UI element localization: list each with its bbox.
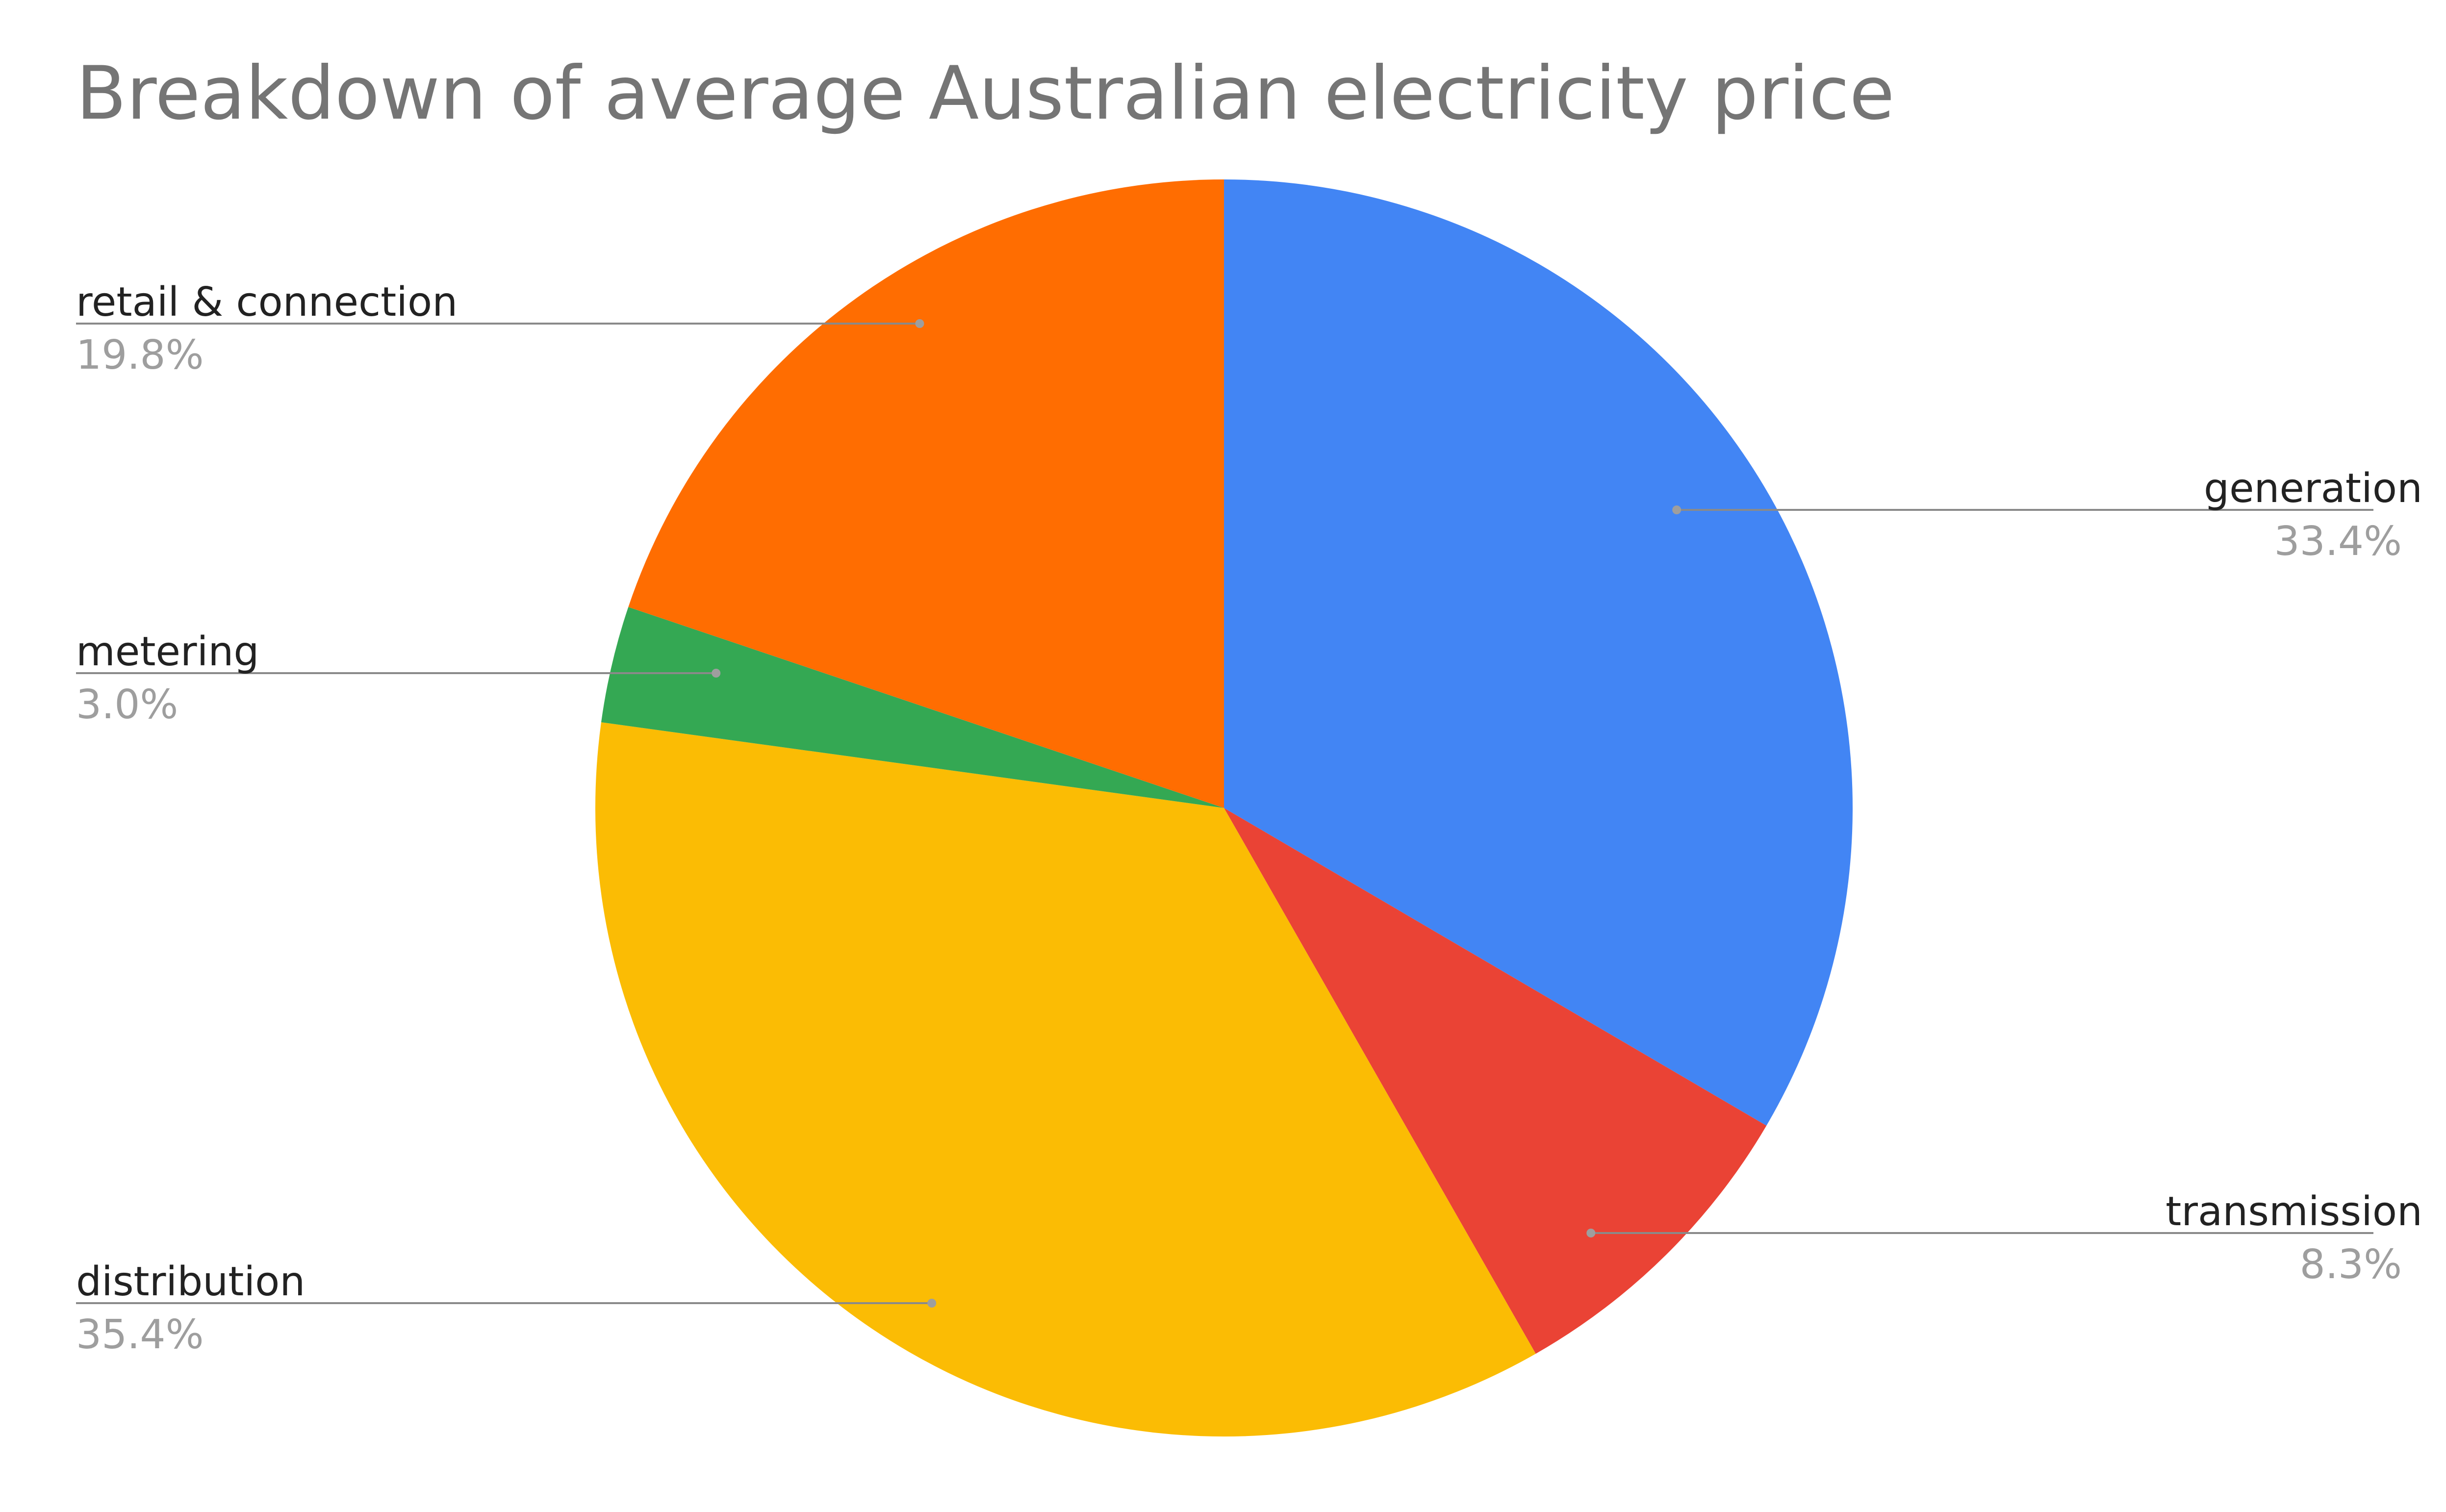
slice-label-metering: metering: [76, 629, 259, 675]
slice-value-metering: 3.0%: [76, 681, 178, 728]
slice-label-distribution: distribution: [76, 1259, 305, 1305]
slice-value-transmission: 8.3%: [2300, 1241, 2402, 1288]
leader-dot-distribution: [927, 1299, 937, 1308]
slice-labels: generation 33.4% transmission 8.3% distribut…: [76, 279, 2422, 1358]
pie-slice-generation[interactable]: [1224, 179, 1853, 1126]
pie-slice-distribution[interactable]: [595, 722, 1536, 1437]
chart-title: Breakdown of average Australian electric…: [76, 51, 1895, 136]
pie-slice-transmission[interactable]: [1224, 808, 1767, 1354]
slice-value-distribution: 35.4%: [76, 1311, 204, 1358]
pie-slice-retail-connection[interactable]: [628, 179, 1224, 808]
pie-slices: [595, 179, 1853, 1437]
slice-value-generation: 33.4%: [2274, 518, 2402, 565]
leader-dot-retail-connection: [915, 319, 924, 328]
slice-label-generation: generation: [2204, 465, 2422, 512]
leader-dot-metering: [712, 669, 721, 678]
pie-slice-metering[interactable]: [601, 607, 1224, 808]
slice-value-retail-connection: 19.8%: [76, 332, 204, 378]
leader-dot-transmission: [1586, 1229, 1596, 1237]
slice-label-transmission: transmission: [2166, 1188, 2422, 1235]
leader-dot-generation: [1672, 505, 1682, 514]
slice-label-retail-connection: retail & connection: [76, 279, 458, 326]
